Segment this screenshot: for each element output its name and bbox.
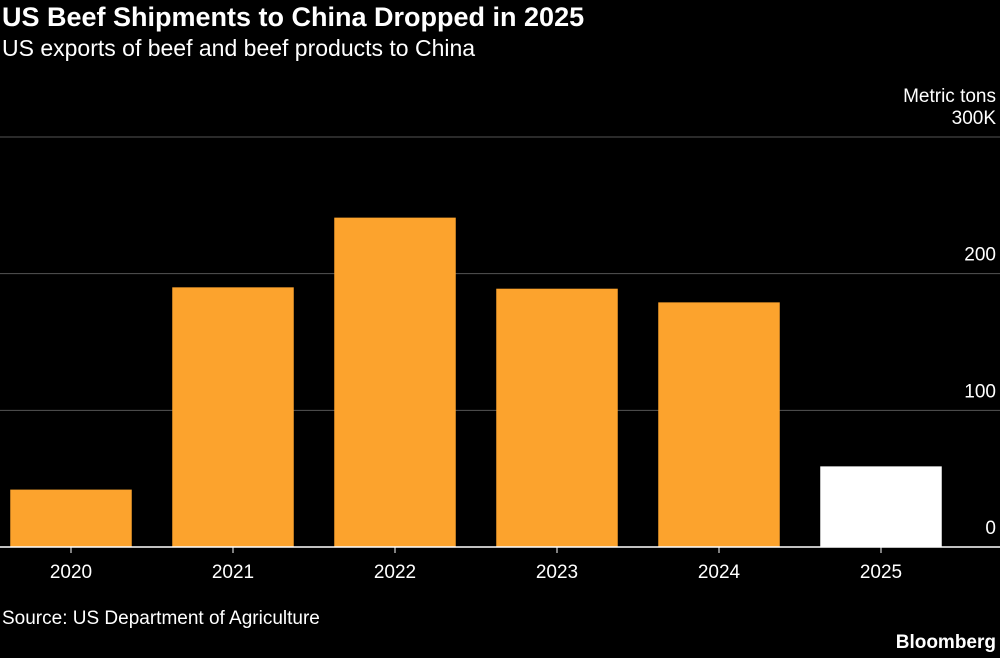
brand: Bloomberg bbox=[896, 632, 996, 653]
y-tick-label: 200 bbox=[964, 245, 996, 266]
bar bbox=[172, 287, 294, 547]
bar bbox=[820, 466, 942, 547]
y-axis-label: Metric tons bbox=[903, 86, 996, 107]
x-tick-label: 2021 bbox=[212, 562, 254, 583]
x-tick-label: 2024 bbox=[698, 562, 741, 583]
chart-subtitle: US exports of beef and beef products to … bbox=[2, 35, 475, 61]
x-tick-label: 2020 bbox=[50, 562, 92, 583]
bar bbox=[334, 217, 456, 547]
x-tick-label: 2023 bbox=[536, 562, 578, 583]
y-tick-label: 0 bbox=[985, 518, 996, 539]
x-tick-label: 2022 bbox=[374, 562, 416, 583]
x-tick-label: 2025 bbox=[860, 562, 902, 583]
bar bbox=[658, 302, 780, 547]
y-tick-label: 300K bbox=[952, 108, 997, 129]
source: Source: US Department of Agriculture bbox=[2, 608, 320, 629]
bar bbox=[10, 489, 132, 547]
chart-title: US Beef Shipments to China Dropped in 20… bbox=[2, 2, 584, 32]
y-tick-label: 100 bbox=[964, 381, 996, 402]
bar bbox=[496, 288, 618, 547]
